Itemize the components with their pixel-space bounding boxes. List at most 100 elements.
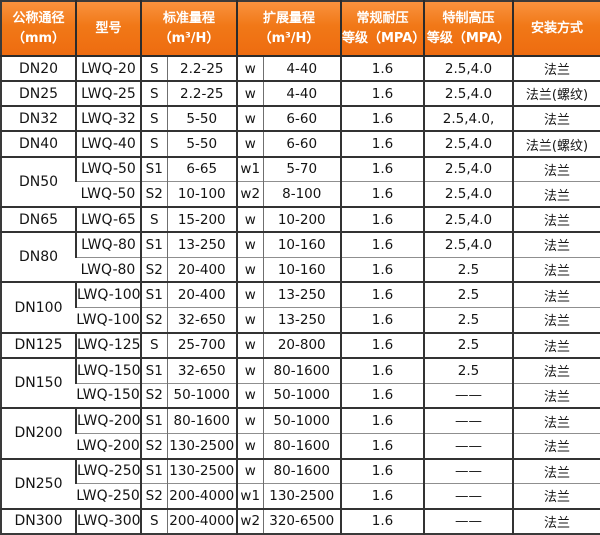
header-row: 公称通径 （mm） 型号 标准量程 （m³/H） 扩展量程 （m³/H） 常规耐压 等级（MPA…	[1, 1, 600, 57]
table-row: DN65 LWQ-65 S 15-200 w 10-200 1.6 2.5,4.0 法兰	[1, 205, 600, 233]
std-range-cell: 2.2-25	[166, 80, 237, 107]
std-range-cell: 130-2500	[166, 432, 237, 459]
ext-code-cell: w	[236, 281, 263, 308]
std-code-cell: S2	[140, 382, 167, 409]
std-range-cell: 2.2-25	[166, 54, 237, 82]
pressure-std-cell: 1.6	[340, 80, 424, 107]
pressure-std-cell: 1.6	[340, 181, 424, 207]
dn-cell: DN100	[1, 281, 76, 333]
model-cell: LWQ-20	[75, 54, 141, 82]
std-code-cell: S	[140, 130, 167, 157]
model-cell: LWQ-32	[75, 105, 141, 132]
ext-range-cell: 10-160	[262, 231, 341, 258]
std-range-cell: 20-400	[166, 256, 237, 283]
model-cell: LWQ-40	[75, 130, 141, 157]
table-row: LWQ-150 S2 50-1000 w 50-1000 1.6 —— 法兰	[1, 382, 600, 409]
pressure-high-cell: 2.5,4.0	[423, 181, 513, 207]
model-cell: LWQ-150	[75, 356, 141, 384]
std-code-cell: S	[140, 80, 167, 107]
std-range-cell: 6-65	[166, 155, 237, 182]
ext-code-cell: w	[236, 231, 263, 258]
header-line2: 等级（MPA）	[342, 30, 426, 46]
model-cell: LWQ-250	[75, 457, 141, 484]
ext-code-cell: w	[236, 356, 263, 384]
dn-cell: DN65	[1, 205, 76, 233]
std-range-cell: 5-50	[166, 105, 237, 132]
dn-cell: DN300	[1, 507, 76, 534]
std-code-cell: S2	[140, 181, 167, 207]
pressure-high-cell: 2.5,4.0	[423, 155, 513, 182]
std-range-cell: 32-650	[166, 307, 237, 333]
ext-code-cell: w	[236, 80, 263, 107]
header-line1: 标准量程	[162, 11, 215, 26]
std-code-cell: S1	[140, 407, 167, 434]
ext-code-cell: w	[236, 130, 263, 157]
ext-code-cell: w	[236, 382, 263, 409]
model-cell: LWQ-300	[75, 507, 141, 534]
model-cell: LWQ-200	[75, 407, 141, 434]
std-range-cell: 80-1600	[166, 407, 237, 434]
header-line2: （mm）	[11, 30, 66, 46]
pressure-std-cell: 1.6	[340, 483, 424, 509]
model-cell: LWQ-50	[75, 155, 141, 182]
header-cell-std-range: 标准量程 （m³/H）	[140, 1, 237, 57]
pressure-high-cell: ——	[423, 407, 513, 434]
dn-cell: DN32	[1, 105, 76, 132]
ext-code-cell: w1	[236, 483, 263, 509]
dn-cell: DN125	[1, 331, 76, 358]
pressure-high-cell: 2.5,4.0	[423, 80, 513, 107]
install-cell: 法兰	[512, 105, 600, 132]
install-cell: 法兰	[512, 256, 600, 283]
dn-cell: DN80	[1, 231, 76, 283]
ext-range-cell: 13-250	[262, 281, 341, 308]
pressure-std-cell: 1.6	[340, 155, 424, 182]
std-code-cell: S2	[140, 256, 167, 283]
install-cell: 法兰	[512, 483, 600, 509]
dn-cell: DN50	[1, 155, 76, 207]
ext-range-cell: 130-2500	[262, 483, 341, 509]
ext-code-cell: w	[236, 457, 263, 484]
std-range-cell: 200-4000	[166, 483, 237, 509]
model-cell: LWQ-200	[76, 432, 141, 459]
pressure-std-cell: 1.6	[340, 130, 424, 157]
std-range-cell: 25-700	[166, 331, 237, 358]
pressure-high-cell: 2.5	[423, 356, 513, 384]
pressure-high-cell: 2.5	[423, 256, 513, 283]
table-row: DN250 LWQ-250 S1 130-2500 w 80-1600 1.6 —— 法兰	[1, 457, 600, 509]
table-body: DN20 LWQ-20 S 2.2-25 w 4-40 1.6 2.5,4.0 法兰 DN25 LW…	[1, 54, 600, 534]
install-cell: 法兰	[512, 281, 600, 308]
pressure-std-cell: 1.6	[340, 507, 424, 534]
header-cell-std-pressure: 常规耐压 等级（MPA）	[340, 1, 426, 57]
table-row: DN20 LWQ-20 S 2.2-25 w 4-40 1.6 2.5,4.0 法兰	[1, 54, 600, 82]
table-header: 公称通径 （mm） 型号 标准量程 （m³/H） 扩展量程 （m³/H） 常规耐压 等级（MPA…	[1, 1, 600, 57]
pressure-high-cell: 2.5	[423, 331, 513, 358]
pressure-std-cell: 1.6	[340, 231, 424, 258]
pressure-std-cell: 1.6	[340, 432, 424, 459]
ext-range-cell: 80-1600	[262, 356, 341, 384]
ext-code-cell: w	[236, 205, 263, 233]
dn-cell: DN25	[1, 80, 76, 107]
pressure-high-cell: 2.5,4.0,	[423, 105, 513, 132]
table-row: LWQ-250 S2 200-4000 w1 130-2500 1.6 —— 法兰	[1, 483, 600, 509]
header-line1: 公称通径	[12, 11, 65, 26]
model-cell: LWQ-50	[76, 181, 141, 207]
model-cell: LWQ-150	[76, 382, 141, 409]
std-range-cell: 5-50	[166, 130, 237, 157]
header-line1: 扩展量程	[262, 11, 315, 26]
table-row: DN25 LWQ-25 S 2.2-25 w 4-40 1.6 2.5,4.0 法兰(螺纹)	[1, 80, 600, 107]
table-row: DN125 LWQ-125 S 25-700 w 20-800 1.6 2.5 法兰	[1, 331, 600, 358]
table-row: LWQ-50 S2 10-100 w2 8-100 1.6 2.5,4.0 法兰	[1, 181, 600, 207]
ext-range-cell: 20-800	[262, 331, 341, 358]
std-code-cell: S	[140, 205, 167, 233]
model-cell: LWQ-80	[75, 231, 141, 258]
ext-range-cell: 50-1000	[262, 382, 341, 409]
header-line1: 型号	[95, 20, 122, 36]
std-code-cell: S1	[140, 155, 167, 182]
pressure-high-cell: 2.5,4.0	[423, 205, 513, 233]
table-row: DN32 LWQ-32 S 5-50 w 6-60 1.6 2.5,4.0, 法兰	[1, 105, 600, 132]
install-cell: 法兰	[512, 331, 600, 358]
ext-code-cell: w	[236, 331, 263, 358]
pressure-high-cell: 2.5,4.0	[423, 130, 513, 157]
table-row: DN300 LWQ-300 S 200-4000 w2 320-6500 1.6 —— 法兰	[1, 507, 600, 534]
table-row: DN200 LWQ-200 S1 80-1600 w 50-1000 1.6 —— 法兰	[1, 407, 600, 459]
